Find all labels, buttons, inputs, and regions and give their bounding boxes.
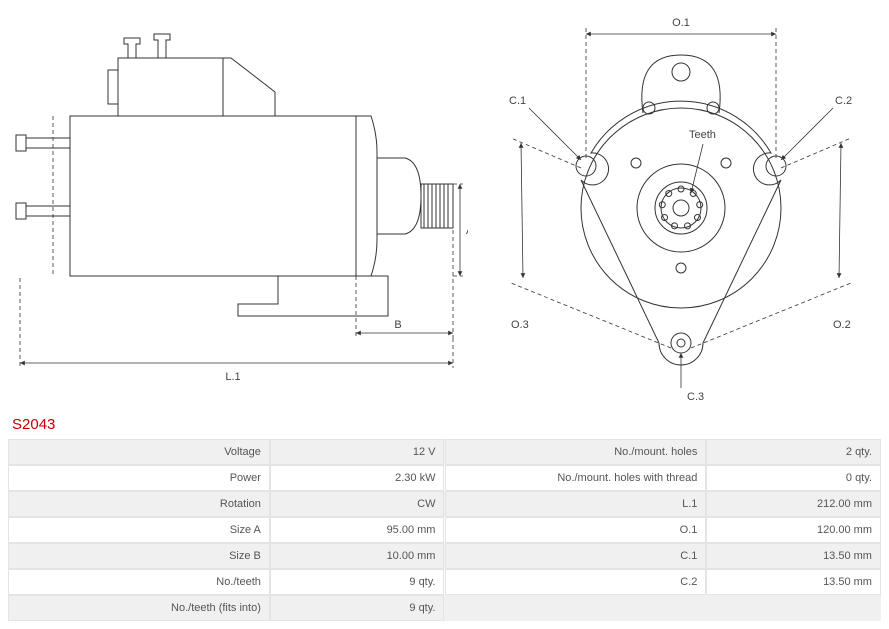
- spec-label: Size A: [8, 517, 270, 543]
- dim-label-a: A: [466, 225, 468, 237]
- dim-label-o1: O.1: [672, 17, 690, 29]
- spec-value: 2 qty.: [706, 439, 881, 465]
- table-row: Size A95.00 mm: [8, 517, 445, 543]
- spec-label: C.1: [445, 543, 707, 569]
- dim-label-teeth: Teeth: [689, 129, 716, 141]
- spec-label: No./mount. holes with thread: [445, 465, 707, 491]
- part-number: S2043: [12, 416, 881, 433]
- table-row: No./mount. holes with thread0 qty.: [445, 465, 882, 491]
- spec-value: 10.00 mm: [270, 543, 445, 569]
- dim-label-c2: C.2: [835, 95, 852, 107]
- table-row: L.1212.00 mm: [445, 491, 882, 517]
- dim-label-c1: C.1: [509, 95, 526, 107]
- spec-label: No./mount. holes: [445, 439, 707, 465]
- spec-value: 95.00 mm: [270, 517, 445, 543]
- spec-value: [706, 595, 881, 621]
- spec-label: O.1: [445, 517, 707, 543]
- spec-value: 0 qty.: [706, 465, 881, 491]
- side-view-drawing: A B L.1: [8, 8, 468, 388]
- spec-value: 2.30 kW: [270, 465, 445, 491]
- table-row: Size B10.00 mm: [8, 543, 445, 569]
- spec-label: Rotation: [8, 491, 270, 517]
- spec-value: 9 qty.: [270, 595, 445, 621]
- spec-label: L.1: [445, 491, 707, 517]
- spec-label: Size B: [8, 543, 270, 569]
- dim-label-o2: O.2: [833, 319, 851, 331]
- spec-value: 9 qty.: [270, 569, 445, 595]
- spec-label: Power: [8, 465, 270, 491]
- table-row: Power2.30 kW: [8, 465, 445, 491]
- spec-value: 13.50 mm: [706, 569, 881, 595]
- front-view-drawing: O.1 O.2 O.3 C.1 C.2 C.3 Teeth: [481, 8, 881, 408]
- spec-value: 212.00 mm: [706, 491, 881, 517]
- table-row: C.113.50 mm: [445, 543, 882, 569]
- spec-tables: Voltage12 VPower2.30 kWRotationCWSize A9…: [8, 439, 881, 621]
- spec-col-right: No./mount. holes2 qty.No./mount. holes w…: [445, 439, 882, 621]
- dim-label-l1: L.1: [225, 371, 240, 383]
- spec-value: 12 V: [270, 439, 445, 465]
- dim-label-c3: C.3: [687, 391, 704, 403]
- table-row: [445, 595, 882, 621]
- table-row: C.213.50 mm: [445, 569, 882, 595]
- spec-label: C.2: [445, 569, 707, 595]
- table-row: No./teeth (fits into)9 qty.: [8, 595, 445, 621]
- spec-col-left: Voltage12 VPower2.30 kWRotationCWSize A9…: [8, 439, 445, 621]
- spec-value: CW: [270, 491, 445, 517]
- table-row: No./teeth9 qty.: [8, 569, 445, 595]
- spec-value: 13.50 mm: [706, 543, 881, 569]
- drawings-row: A B L.1: [8, 8, 881, 408]
- table-row: Voltage12 V: [8, 439, 445, 465]
- spec-label: Voltage: [8, 439, 270, 465]
- spec-label: No./teeth (fits into): [8, 595, 270, 621]
- spec-label: [445, 595, 707, 621]
- dim-label-o3: O.3: [511, 319, 529, 331]
- spec-value: 120.00 mm: [706, 517, 881, 543]
- spec-label: No./teeth: [8, 569, 270, 595]
- table-row: No./mount. holes2 qty.: [445, 439, 882, 465]
- table-row: RotationCW: [8, 491, 445, 517]
- table-row: O.1120.00 mm: [445, 517, 882, 543]
- dim-label-b: B: [394, 319, 401, 331]
